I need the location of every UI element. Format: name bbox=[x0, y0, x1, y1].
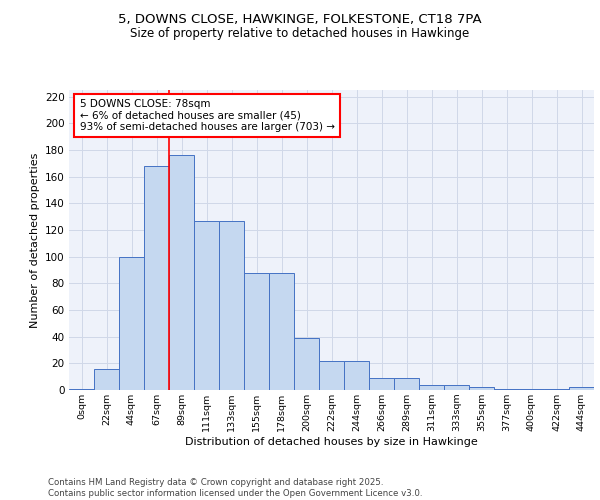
Bar bbox=[394, 378, 419, 390]
Bar bbox=[494, 388, 519, 390]
Bar bbox=[469, 388, 494, 390]
Bar bbox=[169, 156, 194, 390]
Text: 5 DOWNS CLOSE: 78sqm
← 6% of detached houses are smaller (45)
93% of semi-detach: 5 DOWNS CLOSE: 78sqm ← 6% of detached ho… bbox=[79, 99, 335, 132]
Bar bbox=[144, 166, 169, 390]
Bar bbox=[569, 388, 594, 390]
Bar bbox=[419, 384, 444, 390]
Bar bbox=[194, 220, 219, 390]
Bar bbox=[319, 360, 344, 390]
Bar bbox=[244, 272, 269, 390]
Bar bbox=[519, 388, 544, 390]
Bar bbox=[69, 388, 94, 390]
Bar bbox=[369, 378, 394, 390]
Bar bbox=[269, 272, 294, 390]
Y-axis label: Number of detached properties: Number of detached properties bbox=[29, 152, 40, 328]
Text: Size of property relative to detached houses in Hawkinge: Size of property relative to detached ho… bbox=[130, 28, 470, 40]
Bar bbox=[344, 360, 369, 390]
Bar bbox=[544, 388, 569, 390]
Bar bbox=[219, 220, 244, 390]
X-axis label: Distribution of detached houses by size in Hawkinge: Distribution of detached houses by size … bbox=[185, 437, 478, 447]
Bar bbox=[294, 338, 319, 390]
Bar bbox=[119, 256, 144, 390]
Bar bbox=[444, 384, 469, 390]
Text: Contains HM Land Registry data © Crown copyright and database right 2025.
Contai: Contains HM Land Registry data © Crown c… bbox=[48, 478, 422, 498]
Text: 5, DOWNS CLOSE, HAWKINGE, FOLKESTONE, CT18 7PA: 5, DOWNS CLOSE, HAWKINGE, FOLKESTONE, CT… bbox=[118, 12, 482, 26]
Bar bbox=[94, 368, 119, 390]
